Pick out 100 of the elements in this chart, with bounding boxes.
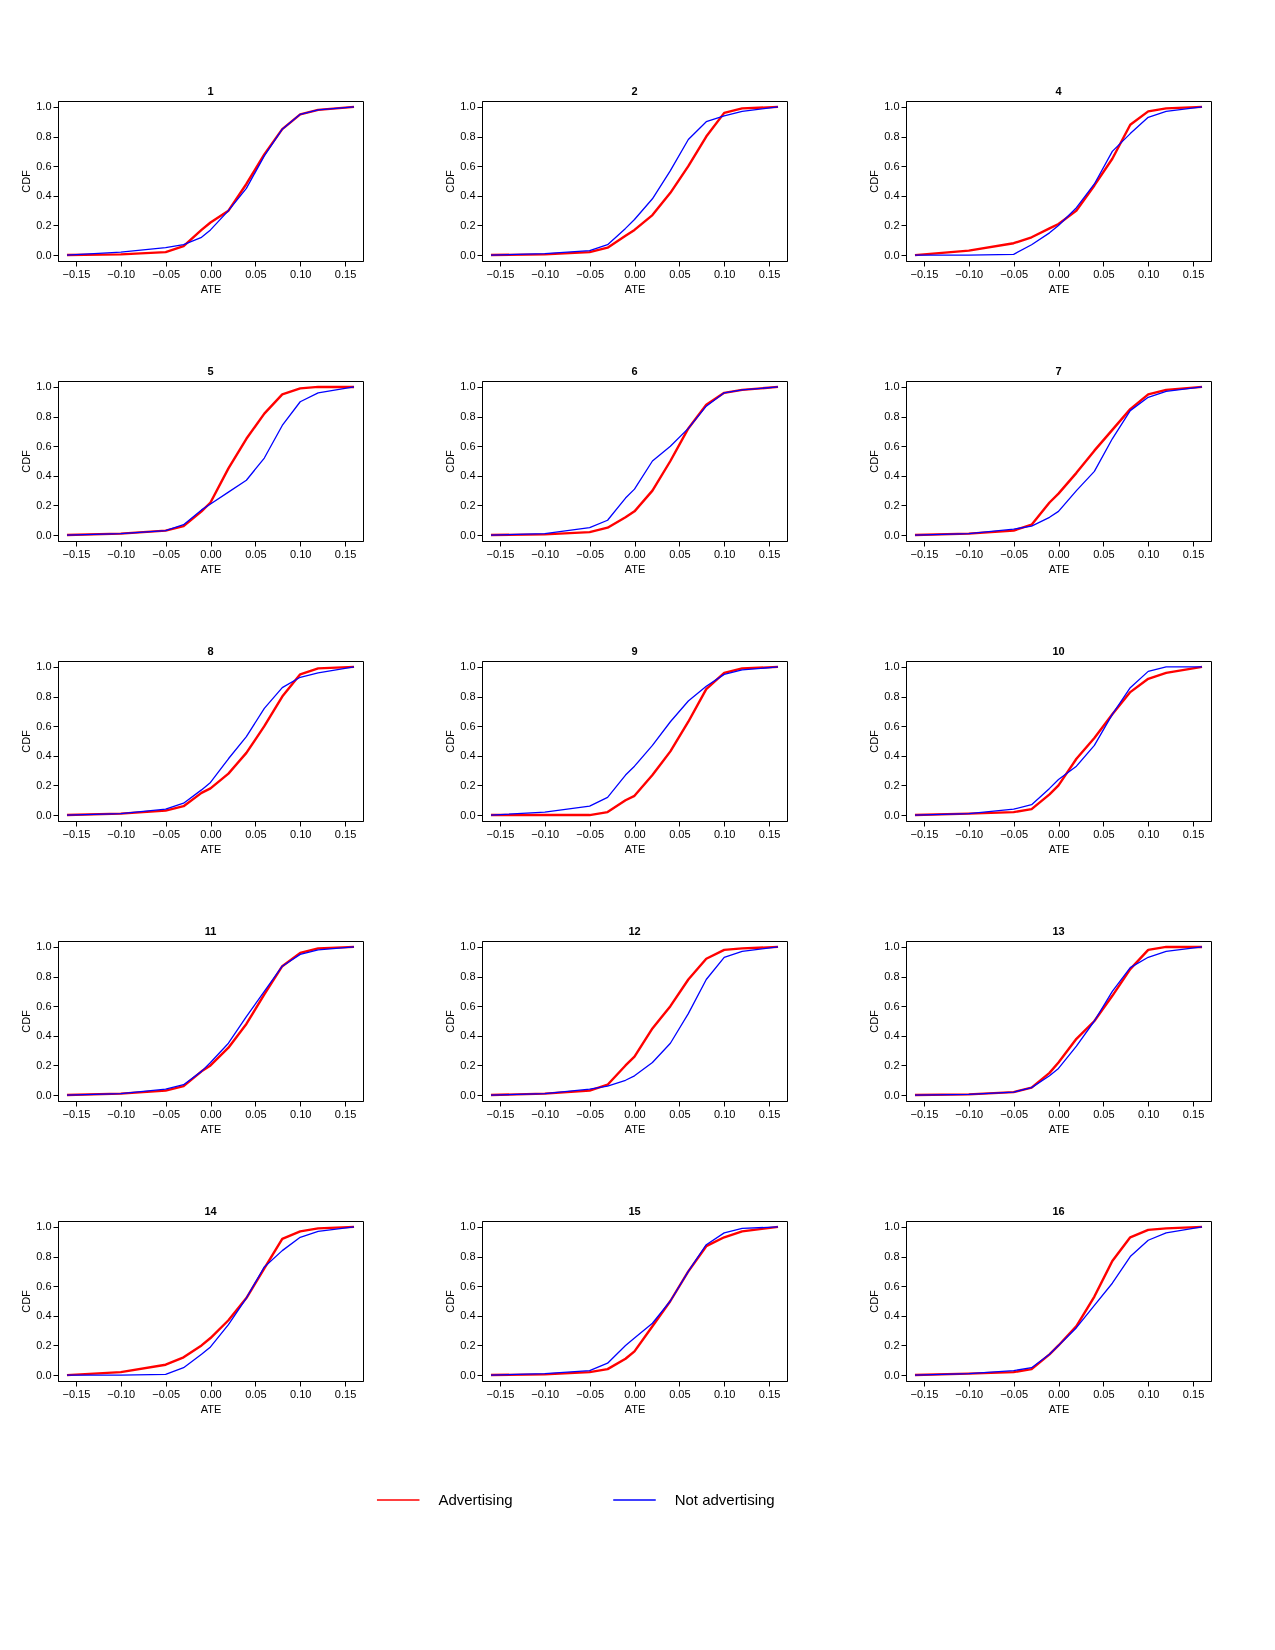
x-tick-label: −0.15 — [486, 1107, 515, 1120]
x-tick-label: 0.00 — [1048, 267, 1070, 280]
chart-title: 13 — [1052, 924, 1065, 937]
x-tick-label: 0.05 — [669, 1387, 691, 1400]
y-tick-label: 0.6 — [884, 719, 900, 732]
x-tick-label: −0.05 — [152, 1107, 181, 1120]
y-tick-label: 0.2 — [884, 1338, 900, 1351]
y-tick-label: 0.0 — [460, 1368, 476, 1381]
x-tick-label: 0.15 — [334, 547, 357, 560]
y-tick-label: 0.8 — [36, 970, 52, 983]
y-tick-label: 0.6 — [36, 439, 52, 452]
x-tick-label: 0.00 — [200, 1387, 222, 1400]
y-tick-label: 0.0 — [884, 1088, 900, 1101]
x-tick-label: 0.00 — [200, 547, 222, 560]
x-tick-label: 0.15 — [1182, 547, 1205, 560]
y-axis-title: CDF — [444, 169, 457, 193]
x-tick-label: 0.10 — [713, 267, 736, 280]
x-tick-label: −0.15 — [62, 1387, 91, 1400]
x-tick-label: 0.10 — [1137, 827, 1160, 840]
x-axis-title: ATE — [200, 562, 222, 575]
x-tick-label: 0.00 — [624, 1107, 646, 1120]
x-tick-label: 0.00 — [1048, 547, 1070, 560]
y-tick-label: 0.4 — [36, 1029, 52, 1042]
x-tick-label: −0.10 — [955, 1107, 984, 1120]
y-tick-label: 0.8 — [460, 690, 476, 703]
x-tick-label: 0.05 — [245, 1387, 267, 1400]
y-tick-label: 1.0 — [460, 380, 476, 393]
x-tick-label: 0.05 — [1093, 547, 1115, 560]
y-tick-label: 1.0 — [460, 100, 476, 113]
y-tick-label: 0.0 — [884, 528, 900, 541]
y-tick-label: 0.6 — [460, 999, 476, 1012]
y-axis-title: CDF — [444, 1289, 457, 1313]
x-tick-label: −0.05 — [1000, 1107, 1029, 1120]
y-axis-title: CDF — [868, 169, 881, 193]
x-tick-label: −0.10 — [107, 827, 136, 840]
y-tick-label: 0.8 — [460, 130, 476, 143]
y-axis-title: CDF — [868, 1289, 881, 1313]
x-tick-label: 0.00 — [1048, 1387, 1070, 1400]
y-tick-label: 0.8 — [884, 1250, 900, 1263]
x-tick-label: 0.05 — [1093, 827, 1115, 840]
x-tick-label: −0.10 — [531, 267, 560, 280]
x-tick-label: 0.10 — [1137, 1387, 1160, 1400]
x-tick-label: 0.05 — [669, 547, 691, 560]
x-tick-label: −0.15 — [910, 827, 939, 840]
y-tick-label: 0.6 — [460, 439, 476, 452]
chart-title: 6 — [631, 364, 638, 377]
x-tick-label: 0.10 — [289, 267, 312, 280]
x-tick-label: 0.10 — [1137, 267, 1160, 280]
y-tick-label: 1.0 — [884, 940, 900, 953]
x-tick-label: 0.05 — [669, 1107, 691, 1120]
y-tick-label: 0.4 — [460, 469, 476, 482]
x-tick-label: −0.05 — [152, 547, 181, 560]
x-tick-label: 0.00 — [200, 1107, 222, 1120]
x-tick-label: 0.05 — [245, 1107, 267, 1120]
chart-title: 4 — [1055, 84, 1063, 97]
y-tick-label: 1.0 — [36, 1220, 52, 1233]
x-tick-label: −0.15 — [486, 1387, 515, 1400]
x-tick-label: −0.05 — [576, 1387, 605, 1400]
y-tick-label: 0.6 — [884, 999, 900, 1012]
y-tick-label: 0.4 — [36, 749, 52, 762]
x-tick-label: 0.05 — [1093, 267, 1115, 280]
y-tick-label: 0.8 — [36, 410, 52, 423]
x-tick-label: −0.15 — [910, 1387, 939, 1400]
chart-title: 9 — [631, 644, 638, 657]
x-axis-title: ATE — [1048, 842, 1070, 855]
chart-title: 2 — [631, 84, 638, 97]
x-tick-label: −0.05 — [1000, 547, 1029, 560]
y-axis-title: CDF — [444, 1009, 457, 1033]
y-tick-label: 0.8 — [460, 970, 476, 983]
chart-title: 16 — [1052, 1204, 1065, 1217]
x-tick-label: −0.10 — [955, 827, 984, 840]
x-axis-title: ATE — [1048, 1402, 1070, 1415]
x-tick-label: −0.05 — [576, 1107, 605, 1120]
x-tick-label: −0.10 — [107, 1107, 136, 1120]
y-tick-label: 1.0 — [460, 660, 476, 673]
y-tick-label: 0.0 — [36, 528, 52, 541]
y-tick-label: 1.0 — [36, 380, 52, 393]
y-axis-title: CDF — [20, 169, 33, 193]
x-tick-label: −0.05 — [1000, 267, 1029, 280]
y-tick-label: 0.2 — [460, 1058, 476, 1071]
y-tick-label: 0.6 — [36, 159, 52, 172]
y-axis-title: CDF — [20, 1009, 33, 1033]
x-tick-label: 0.15 — [758, 547, 781, 560]
x-axis-title: ATE — [200, 282, 222, 295]
y-tick-label: 0.2 — [884, 778, 900, 791]
y-tick-label: 0.6 — [884, 159, 900, 172]
y-tick-label: 0.4 — [460, 1309, 476, 1322]
x-tick-label: −0.15 — [62, 267, 91, 280]
y-tick-label: 0.2 — [884, 498, 900, 511]
chart-title: 8 — [207, 644, 214, 657]
y-axis-title: CDF — [868, 1009, 881, 1033]
x-tick-label: −0.10 — [531, 1107, 560, 1120]
x-axis-title: ATE — [624, 562, 646, 575]
y-tick-label: 0.4 — [884, 469, 900, 482]
y-tick-label: 0.6 — [36, 999, 52, 1012]
y-tick-label: 1.0 — [884, 380, 900, 393]
x-tick-label: −0.05 — [1000, 1387, 1029, 1400]
x-tick-label: 0.10 — [289, 827, 312, 840]
x-tick-label: 0.15 — [758, 267, 781, 280]
x-tick-label: 0.00 — [200, 827, 222, 840]
